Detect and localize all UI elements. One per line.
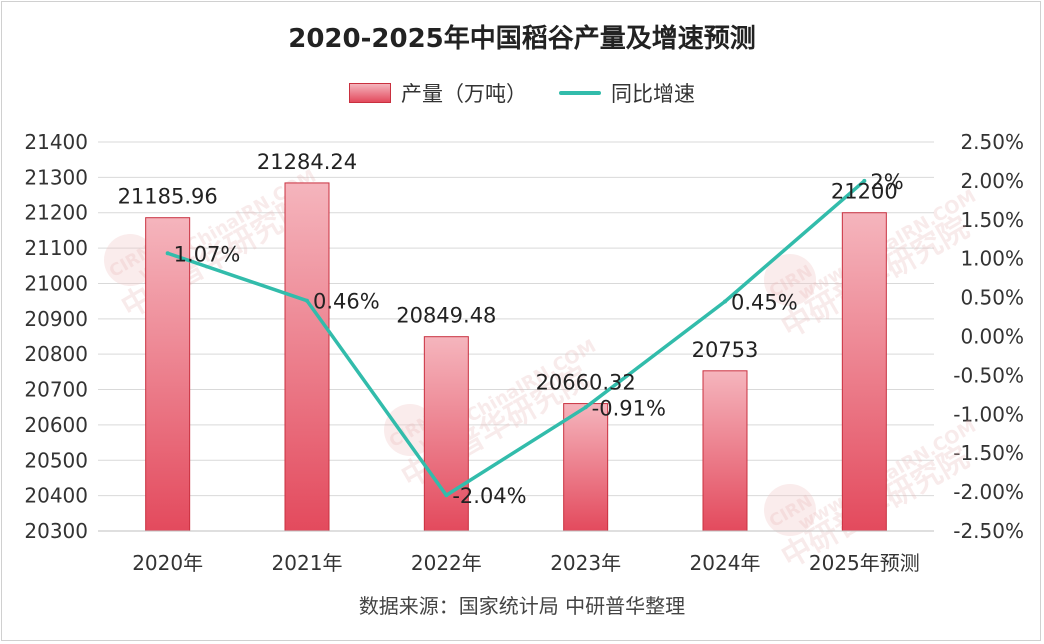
growth-point <box>862 178 867 183</box>
x-tick-label: 2023年 <box>550 551 621 575</box>
watermark-logo <box>104 234 156 286</box>
y-left-tick-label: 20900 <box>24 307 88 331</box>
x-tick-label: 2022年 <box>411 551 482 575</box>
y-left-tick-label: 20500 <box>24 448 88 472</box>
line-data-label: -0.91% <box>592 396 666 420</box>
y-left-tick-label: 21100 <box>24 236 88 260</box>
x-tick-label: 2025年预测 <box>809 551 920 575</box>
y-left-tick-label: 20300 <box>24 519 88 543</box>
bar-data-label: 21200 <box>831 180 898 204</box>
growth-line <box>167 179 866 497</box>
y-left-tick-label: 20600 <box>24 413 88 437</box>
y-left-tick-label: 20400 <box>24 484 88 508</box>
bar <box>841 212 887 532</box>
legend-item-growth: 同比增速 <box>559 78 695 108</box>
x-tick-label: 2021年 <box>272 551 343 575</box>
y-right-tick-label: -0.50% <box>953 363 1024 387</box>
growth-point <box>444 493 449 498</box>
y-left-tick-label: 20700 <box>24 378 88 402</box>
y-right-tick-label: 0.50% <box>960 286 1024 310</box>
line-data-label: 2% <box>870 170 903 194</box>
y-right-tick-label: -2.50% <box>953 519 1024 543</box>
y-right-tick-label: -1.50% <box>953 441 1024 465</box>
line-data-label: 1.07% <box>174 242 241 266</box>
y-left-tick-label: 20800 <box>24 342 88 366</box>
y-right-tick-label: 1.00% <box>960 247 1024 271</box>
watermark-logo <box>384 404 436 456</box>
y-right-tick-label: -2.00% <box>953 480 1024 504</box>
bar <box>563 403 609 532</box>
watermark-logo <box>764 254 816 306</box>
y-right-tick-label: 2.50% <box>960 130 1024 154</box>
legend-line-swatch <box>559 91 601 95</box>
y-right-tick-label: 0.00% <box>960 325 1024 349</box>
y-left-tick-label: 21000 <box>24 271 88 295</box>
y-left-tick-label: 21300 <box>24 165 88 189</box>
growth-point <box>305 298 309 303</box>
bar-data-label: 21284.24 <box>257 150 357 174</box>
legend: 产量（万吨） 同比增速 <box>0 78 1044 108</box>
bar-data-label: 20660.32 <box>536 371 636 395</box>
legend-bar-swatch <box>349 83 391 103</box>
x-tick-label: 2024年 <box>690 551 761 575</box>
line-data-label: 0.45% <box>731 290 798 314</box>
y-left-tick-label: 21200 <box>24 201 88 225</box>
line-data-label: -2.04% <box>452 484 526 508</box>
bar <box>423 336 469 532</box>
legend-label-production: 产量（万吨） <box>401 82 527 106</box>
legend-item-production: 产量（万吨） <box>349 78 527 108</box>
bar-data-label: 20849.48 <box>396 304 496 328</box>
chart-title: 2020-2025年中国稻谷产量及增速预测 <box>288 24 756 54</box>
y-right-tick-label: -1.00% <box>953 402 1024 426</box>
y-left-tick-label: 21400 <box>24 130 88 154</box>
bar-data-label: 20753 <box>692 338 759 362</box>
bar <box>145 217 191 532</box>
y-right-tick-label: 1.50% <box>960 208 1024 232</box>
bar-data-label: 21185.96 <box>118 185 218 209</box>
growth-point <box>723 299 727 304</box>
watermark-logo <box>764 484 816 536</box>
legend-label-growth: 同比增速 <box>611 82 695 106</box>
x-tick-label: 2020年 <box>132 551 203 575</box>
bar <box>702 370 748 532</box>
line-data-label: 0.46% <box>313 290 380 314</box>
bar <box>284 182 330 532</box>
growth-point <box>165 251 170 256</box>
growth-point <box>583 405 588 410</box>
y-right-tick-label: 2.00% <box>960 169 1024 193</box>
source-note: 数据来源：国家统计局 中研普华整理 <box>358 594 686 618</box>
